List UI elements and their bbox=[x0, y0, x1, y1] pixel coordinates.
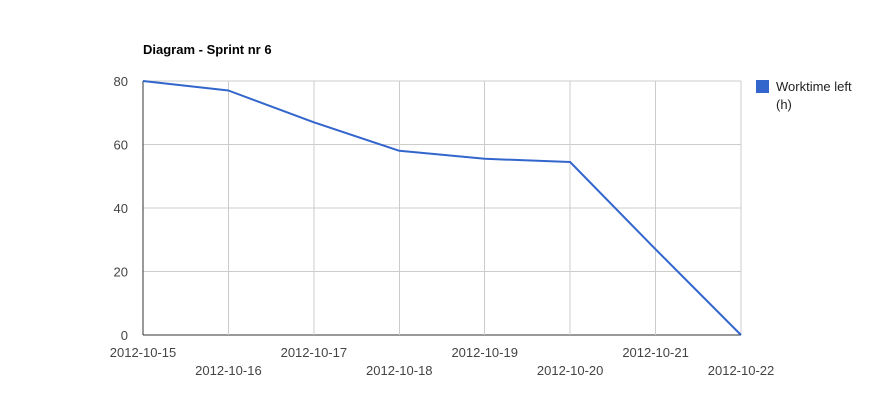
x-tick-label: 2012-10-17 bbox=[281, 345, 348, 360]
y-tick-label: 0 bbox=[121, 328, 128, 343]
x-tick-label: 2012-10-15 bbox=[110, 345, 177, 360]
x-tick-label: 2012-10-18 bbox=[366, 363, 433, 378]
x-tick-label: 2012-10-19 bbox=[451, 345, 518, 360]
y-tick-label: 40 bbox=[114, 201, 128, 216]
x-axis: 2012-10-15 2012-10-16 2012-10-17 2012-10-18… bbox=[110, 345, 775, 378]
legend: Worktime left (h) bbox=[756, 79, 852, 112]
y-tick-label: 20 bbox=[114, 265, 128, 280]
x-tick-label: 2012-10-22 bbox=[708, 363, 775, 378]
series-lines bbox=[142, 80, 742, 336]
x-tick-label: 2012-10-16 bbox=[195, 363, 262, 378]
legend-swatch bbox=[756, 80, 769, 93]
legend-label-line-2: (h) bbox=[776, 97, 792, 112]
series-line bbox=[142, 80, 742, 336]
y-tick-label: 80 bbox=[114, 74, 128, 89]
chart-title: Diagram - Sprint nr 6 bbox=[143, 42, 272, 57]
y-axis: 0 20 40 60 80 bbox=[114, 74, 128, 343]
x-tick-label: 2012-10-21 bbox=[622, 345, 689, 360]
y-tick-label: 60 bbox=[114, 138, 128, 153]
x-tick-label: 2012-10-20 bbox=[537, 363, 604, 378]
legend-label-line-1: Worktime left bbox=[776, 79, 852, 94]
grid-lines bbox=[142, 80, 742, 336]
